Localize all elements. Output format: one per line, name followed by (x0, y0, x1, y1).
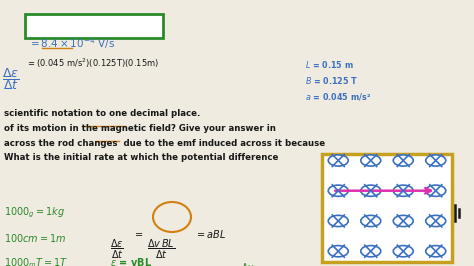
Circle shape (393, 246, 413, 257)
Text: What is the initial rate at which the potential difference: What is the initial rate at which the po… (4, 153, 278, 162)
Text: $= (0.045\ \mathrm{m/s^2})(0.125\mathrm{T})(0.15\mathrm{m})$: $= (0.045\ \mathrm{m/s^2})(0.125\mathrm{… (26, 57, 159, 70)
Circle shape (328, 246, 348, 257)
Text: $a$ = 0.045 m/s²: $a$ = 0.045 m/s² (305, 91, 371, 102)
Text: $\varepsilon$ = vBL: $\varepsilon$ = vBL (110, 256, 152, 266)
Text: $L$ = 0.15 m: $L$ = 0.15 m (305, 59, 354, 70)
Text: of its motion in the magnetic field? Give your answer in: of its motion in the magnetic field? Giv… (4, 124, 276, 133)
Text: $\dfrac{\Delta\varepsilon}{\Delta t}$: $\dfrac{\Delta\varepsilon}{\Delta t}$ (110, 238, 124, 261)
Circle shape (328, 215, 348, 227)
Circle shape (426, 215, 446, 227)
Text: $100cm = 1m$: $100cm = 1m$ (4, 232, 66, 244)
Circle shape (328, 155, 348, 166)
Circle shape (426, 185, 446, 196)
Text: $1000_mT = 1T$: $1000_mT = 1T$ (4, 256, 69, 266)
Text: across the rod changes  due to the emf induced across it because: across the rod changes due to the emf in… (4, 139, 325, 148)
FancyBboxPatch shape (322, 154, 452, 262)
Text: $a = \dfrac{\Delta v}{\Delta t}$: $a = \dfrac{\Delta v}{\Delta t}$ (225, 261, 255, 266)
Text: $B$ = 0.125 T: $B$ = 0.125 T (305, 75, 358, 86)
Circle shape (393, 215, 413, 227)
Text: scientific notation to one decimal place.: scientific notation to one decimal place… (4, 110, 201, 118)
Text: $=$: $=$ (133, 228, 144, 238)
Circle shape (328, 185, 348, 196)
Circle shape (361, 155, 381, 166)
Circle shape (361, 246, 381, 257)
Circle shape (393, 155, 413, 166)
Circle shape (426, 246, 446, 257)
Bar (25, 14, 163, 38)
Text: $\dfrac{\Delta\varepsilon}{\Delta t}$: $\dfrac{\Delta\varepsilon}{\Delta t}$ (2, 66, 19, 92)
Text: $= aBL$: $= aBL$ (195, 228, 227, 240)
Circle shape (361, 215, 381, 227)
Circle shape (393, 185, 413, 196)
Text: $\dfrac{\Delta v\,BL}{\Delta t}$: $\dfrac{\Delta v\,BL}{\Delta t}$ (147, 238, 175, 261)
Circle shape (426, 155, 446, 166)
Text: $1000_g = 1kg$: $1000_g = 1kg$ (4, 206, 65, 221)
Circle shape (361, 185, 381, 196)
Text: $= 8.4 \times 10^{-4}\ \mathrm{V/s}$: $= 8.4 \times 10^{-4}\ \mathrm{V/s}$ (28, 36, 115, 51)
